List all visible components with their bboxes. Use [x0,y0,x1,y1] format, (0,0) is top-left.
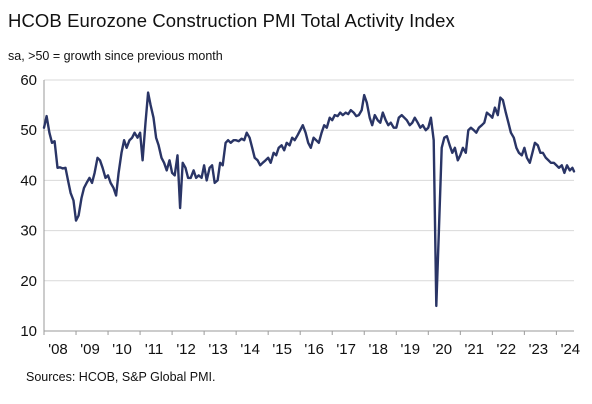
x-tick-label: '18 [368,341,388,358]
x-tick-label: '17 [336,341,356,358]
x-tick-label: '14 [240,341,260,358]
gridlines [44,79,574,282]
tick-labels: 10 20 30 40 50 60 '08 '09 '10 '11 '12 '13 '14 '15 '16 '… [20,72,580,358]
y-tick-label: 60 [20,72,37,89]
y-tick-label: 30 [20,223,37,240]
y-tick-label: 10 [20,323,37,340]
y-tick-label: 20 [20,273,37,290]
x-tick-label: '09 [80,341,100,358]
x-tick-label: '23 [529,341,549,358]
axes [43,80,574,335]
x-tick-label: '20 [433,341,453,358]
x-tick-label: '11 [145,341,163,358]
x-tick-label: '16 [304,341,324,358]
series-layer [42,91,576,308]
x-tick-label: '22 [497,341,517,358]
x-tick-label: '21 [465,341,485,358]
x-tick-label: '13 [208,341,228,358]
x-tick-label: '08 [48,341,68,358]
series-line [42,91,576,308]
x-tick-label: '10 [112,341,132,358]
x-tick-label: '19 [400,341,420,358]
x-tick-label: '24 [561,341,581,358]
x-tick-label: '15 [272,341,292,358]
chart-subtitle: sa, >50 = growth since previous month [8,49,223,63]
y-tick-label: 50 [20,122,37,139]
chart-source-note: Sources: HCOB, S&P Global PMI. [26,370,216,384]
x-tick-label: '12 [176,341,196,358]
y-tick-label: 40 [20,172,37,189]
chart-title: HCOB Eurozone Construction PMI Total Act… [8,10,455,31]
